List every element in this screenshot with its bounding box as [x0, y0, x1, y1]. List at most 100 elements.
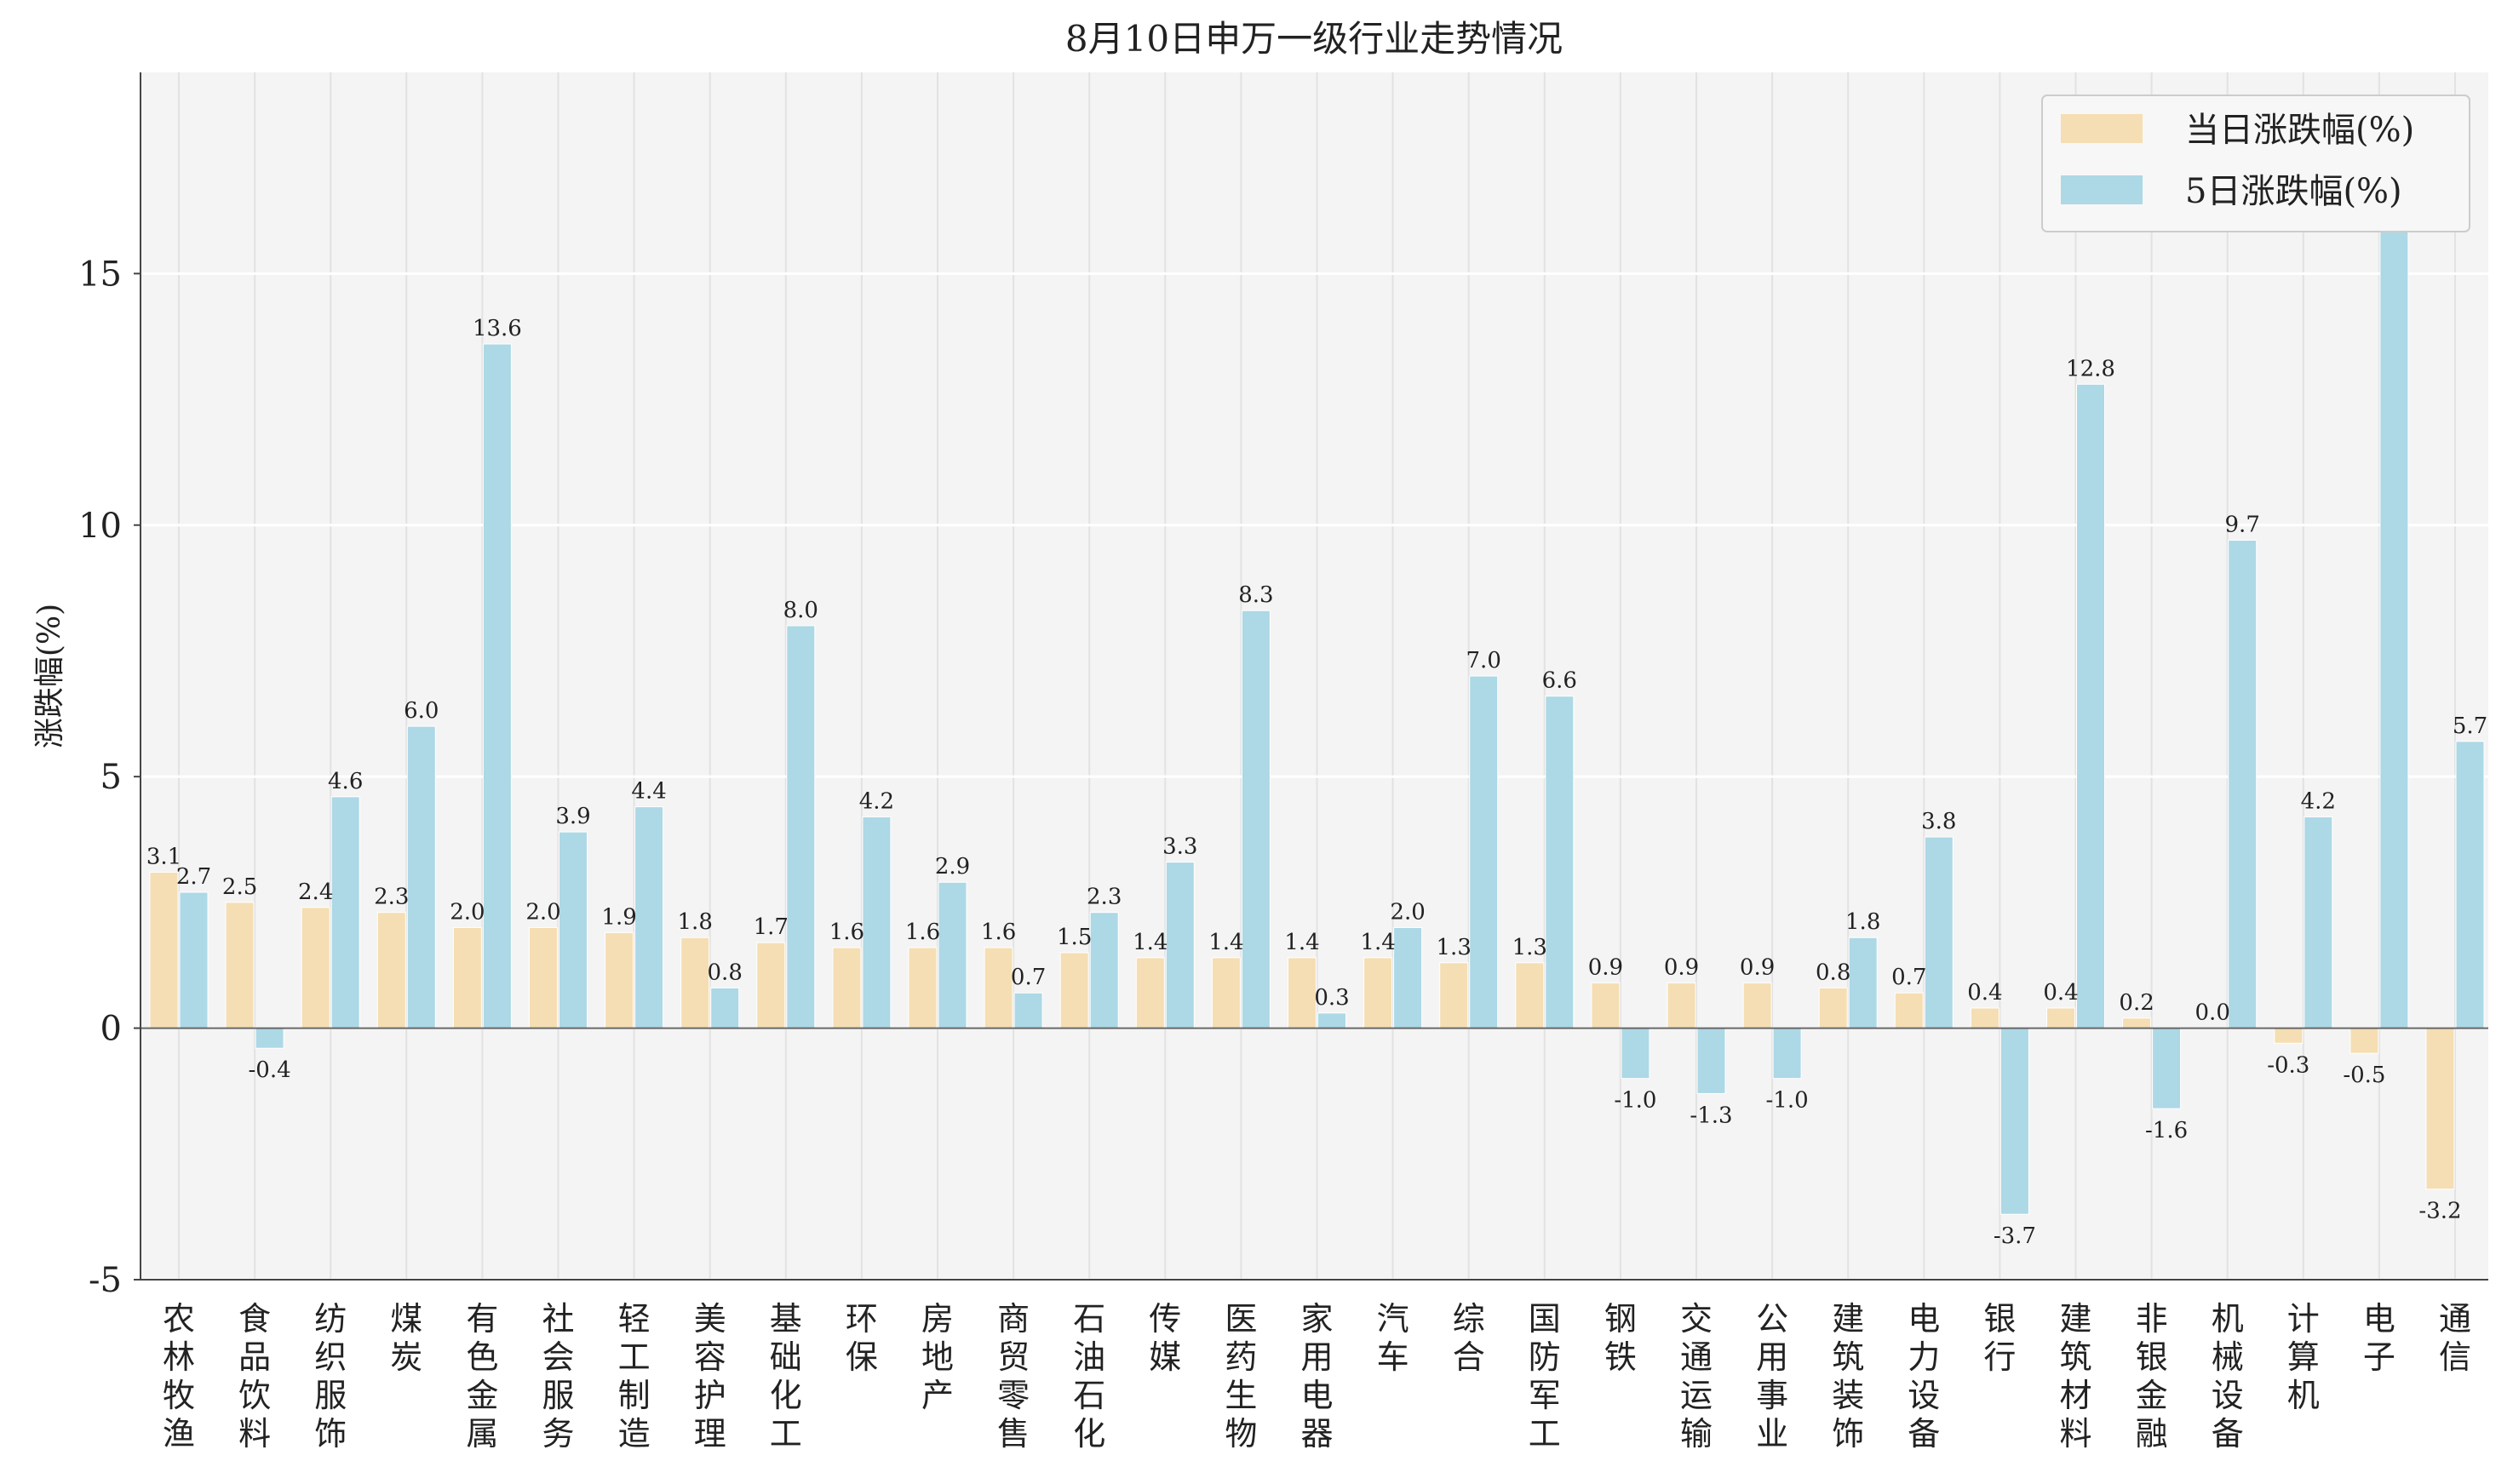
x-tick-label: 机械设备: [2212, 1300, 2244, 1452]
data-label-5day-6: 4.4: [631, 779, 666, 805]
data-label-5day-4: 13.6: [473, 316, 522, 341]
data-label-daily-13: 1.4: [1133, 930, 1168, 955]
legend-swatch-5day: [2061, 175, 2143, 204]
data-label-5day-5: 3.9: [555, 804, 590, 829]
data-label-5day-19: -1.0: [1614, 1088, 1656, 1114]
axes: [134, 72, 2488, 1281]
data-label-5day-8: 8.0: [783, 598, 818, 623]
bar-5day-7: [710, 987, 740, 1029]
bar-5day-6: [634, 806, 664, 1029]
x-tick-label: 建筑装饰: [1832, 1300, 1864, 1452]
data-label-daily-29: -0.5: [2343, 1063, 2385, 1088]
data-label-daily-17: 1.3: [1437, 935, 1472, 960]
chart-title: 8月10日申万一级行业走势情况: [1065, 18, 1563, 60]
x-tick-label: 商贸零售: [997, 1300, 1030, 1452]
data-label-daily-3: 2.3: [374, 885, 409, 910]
data-label-daily-1: 2.5: [222, 874, 257, 900]
bar-daily-28: [2274, 1028, 2304, 1044]
bar-5day-24: [1999, 1028, 2029, 1215]
data-label-5day-26: -1.6: [2145, 1118, 2188, 1143]
data-label-daily-18: 1.3: [1512, 935, 1547, 960]
bar-5day-5: [559, 831, 588, 1029]
bar-daily-3: [376, 912, 406, 1029]
bar-5day-21: [1772, 1028, 1802, 1080]
data-label-daily-4: 2.0: [450, 899, 485, 925]
x-tick-label: 农林牧渔: [163, 1300, 195, 1452]
data-label-5day-21: -1.0: [1766, 1088, 1809, 1114]
data-label-5day-25: 12.8: [2066, 356, 2115, 381]
data-label-daily-12: 1.5: [1057, 925, 1092, 950]
bars: [149, 137, 2485, 1215]
x-tick-label: 计算机: [2287, 1300, 2320, 1414]
data-label-5day-2: 4.6: [328, 769, 363, 794]
bar-5day-8: [786, 625, 816, 1029]
bar-daily-22: [1818, 987, 1848, 1029]
bar-daily-6: [605, 931, 634, 1029]
bar-daily-7: [680, 937, 710, 1029]
data-label-daily-20: 0.9: [1664, 954, 1699, 980]
bar-daily-8: [756, 942, 786, 1029]
data-label-5day-17: 7.0: [1466, 648, 1501, 673]
bar-5day-16: [1393, 926, 1423, 1029]
bar-5day-4: [482, 343, 512, 1029]
bar-5day-20: [1696, 1028, 1726, 1094]
legend-label-5day: 5日涨跌幅(%): [2185, 172, 2402, 211]
bar-5day-18: [1545, 696, 1575, 1029]
data-label-5day-7: 0.8: [708, 960, 743, 985]
x-tick-label: 电子: [2363, 1300, 2395, 1376]
data-label-daily-0: 3.1: [146, 844, 181, 869]
data-label-5day-3: 6.0: [404, 698, 439, 724]
x-tick-label: 美容护理: [694, 1300, 726, 1452]
x-tick-label: 非银金融: [2136, 1300, 2168, 1452]
data-label-5day-0: 2.7: [176, 864, 211, 890]
bar-5day-11: [1013, 992, 1043, 1029]
data-label-daily-21: 0.9: [1740, 954, 1775, 980]
bar-5day-0: [179, 891, 209, 1029]
y-tick-labels: -5 0 5 10 15: [78, 255, 122, 1300]
bar-5day-28: [2304, 816, 2333, 1029]
data-label-5day-18: 6.6: [1542, 668, 1577, 694]
data-label-daily-2: 2.4: [298, 880, 333, 905]
y-tick-label: -5: [89, 1261, 122, 1300]
x-tick-label: 社会服务: [542, 1300, 574, 1452]
data-label-5day-16: 2.0: [1390, 899, 1425, 925]
bar-5day-17: [1469, 675, 1499, 1029]
data-label-5day-22: 1.8: [1845, 909, 1880, 935]
x-tick-label: 建筑材料: [2059, 1300, 2091, 1452]
y-tick-label: 5: [100, 758, 122, 797]
bar-5day-30: [2455, 741, 2485, 1029]
bar-5day-1: [255, 1028, 284, 1049]
x-tick-label: 通信: [2439, 1300, 2471, 1376]
x-tick-label: 家用电器: [1300, 1300, 1333, 1452]
y-tick-label: 10: [78, 507, 122, 546]
data-label-daily-7: 1.8: [678, 909, 713, 935]
data-labels: 3.12.7 2.5 -0.4 2.4 4.6 2.3 6.0 2.0 13.6 2.0 3.9 1.…: [146, 110, 2487, 1249]
data-label-5day-23: 3.8: [1921, 809, 1956, 834]
x-tick-labels: 农林牧渔 食品饮料 纺织服饰 煤炭 有色金属 社会服务 轻工制造 美容护理 基础化工 环保 房地产 商…: [163, 1300, 2471, 1452]
data-label-daily-15: 1.4: [1284, 930, 1319, 955]
bar-daily-0: [149, 871, 179, 1029]
x-tick-label: 交通运输: [1680, 1300, 1713, 1452]
data-label-5day-14: 8.3: [1238, 582, 1273, 608]
data-label-daily-9: 1.6: [829, 920, 864, 945]
x-tick-label: 煤炭: [390, 1300, 422, 1376]
bar-5day-29: [2379, 137, 2409, 1029]
bar-daily-11: [984, 947, 1013, 1029]
data-label-daily-30: -3.2: [2418, 1199, 2461, 1224]
x-tick-label: 公用事业: [1756, 1300, 1788, 1452]
data-label-daily-16: 1.4: [1360, 930, 1395, 955]
x-tick-label: 银行: [1983, 1300, 2016, 1376]
bar-daily-20: [1667, 982, 1696, 1029]
bar-daily-12: [1059, 952, 1089, 1029]
y-tick-label: 0: [100, 1010, 122, 1049]
data-label-5day-30: 5.7: [2453, 713, 2487, 739]
bar-daily-9: [832, 947, 862, 1029]
data-label-daily-25: 0.4: [2043, 980, 2078, 1006]
data-label-daily-10: 1.6: [905, 920, 940, 945]
bar-daily-5: [529, 926, 558, 1029]
x-tick-label: 国防军工: [1529, 1300, 1561, 1452]
x-tick-label: 有色金属: [466, 1300, 498, 1452]
data-label-5day-27: 9.7: [2225, 512, 2260, 537]
legend: 当日涨跌幅(%) 5日涨跌幅(%): [2041, 95, 2470, 232]
